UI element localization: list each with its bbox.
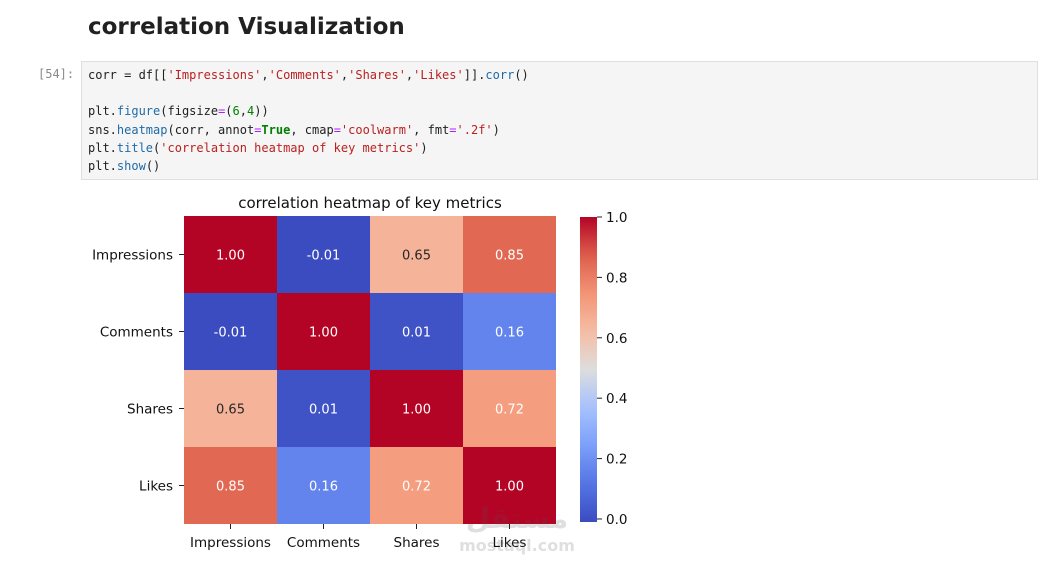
svg-text:مستقل: مستقل xyxy=(466,502,568,535)
heatmap-cell xyxy=(184,370,277,447)
code-editor[interactable]: corr = df[['Impressions','Comments','Sha… xyxy=(88,66,529,175)
svg-text:mostaql.com: mostaql.com xyxy=(459,536,575,555)
heatmap-cell xyxy=(463,370,556,447)
heatmap-cell-label: 1.00 xyxy=(216,249,245,264)
heatmap-cell-label: 0.85 xyxy=(495,249,524,264)
colorbar-tick-label: 0.4 xyxy=(606,391,627,407)
y-tick-label: Shares xyxy=(127,402,173,418)
cell-execution-count: [54]: xyxy=(38,67,75,81)
heatmap-cell xyxy=(277,447,370,524)
code-line xyxy=(88,84,529,102)
y-tick-label: Comments xyxy=(100,325,173,341)
heatmap-cell-label: 0.72 xyxy=(402,480,431,495)
heatmap-cell xyxy=(370,447,463,524)
colorbar xyxy=(580,217,597,522)
code-line: plt.title('correlation heatmap of key me… xyxy=(88,140,428,155)
code-line: corr = df[['Impressions','Comments','Sha… xyxy=(88,68,529,82)
heatmap-cell xyxy=(277,216,370,293)
heatmap-cell-label: 0.65 xyxy=(216,403,245,418)
colorbar-tick-label: 1.0 xyxy=(606,210,627,226)
heatmap-cell xyxy=(184,216,277,293)
heatmap-cell xyxy=(463,216,556,293)
heatmap-cell-label: 0.16 xyxy=(309,480,338,495)
heatmap-cell xyxy=(370,293,463,370)
code-line: plt.show() xyxy=(88,158,161,173)
heatmap-cell-label: 1.00 xyxy=(495,480,524,495)
colorbar-tick-label: 0.8 xyxy=(606,270,627,286)
x-tick-label: Impressions xyxy=(190,535,271,551)
heatmap-cell xyxy=(463,293,556,370)
chart-title: correlation heatmap of key metrics xyxy=(238,194,502,212)
colorbar-tick-label: 0.0 xyxy=(606,512,627,528)
colorbar-tick-label: 0.6 xyxy=(606,331,627,347)
colorbar-tick-label: 0.2 xyxy=(606,452,627,468)
heatmap-cell-label: 0.01 xyxy=(402,326,431,341)
x-tick-label: Comments xyxy=(287,535,360,551)
y-tick-label: Likes xyxy=(139,479,173,495)
heatmap-cell-label: 0.01 xyxy=(309,403,338,418)
heatmap-cell-label: 0.72 xyxy=(495,403,524,418)
code-line: sns.heatmap(corr, annot=True, cmap='cool… xyxy=(88,122,500,137)
heatmap-cell-label: 0.16 xyxy=(495,326,524,341)
x-tick-label: Likes xyxy=(493,535,527,551)
code-cell[interactable] xyxy=(81,61,1038,180)
y-tick-label: Impressions xyxy=(92,248,173,264)
heatmap-cell-label: 0.85 xyxy=(216,480,245,495)
heatmap-cell-label: -0.01 xyxy=(214,326,248,341)
code-line: plt.figure(figsize=(6,4)) xyxy=(88,104,269,119)
section-heading: correlation Visualization xyxy=(88,14,405,40)
heatmap-cell xyxy=(277,293,370,370)
heatmap-cell-label: 1.00 xyxy=(402,403,431,418)
heatmap-cell xyxy=(184,447,277,524)
watermark-logo: مستقل mostaql.com xyxy=(459,502,575,555)
heatmap-cell-label: -0.01 xyxy=(307,249,341,264)
heatmap-cell xyxy=(370,370,463,447)
x-tick-label: Shares xyxy=(394,535,440,551)
heatmap-cell xyxy=(463,447,556,524)
heatmap-cell-label: 1.00 xyxy=(309,326,338,341)
heatmap-cell xyxy=(370,216,463,293)
heatmap-cell xyxy=(277,370,370,447)
heatmap-chart: correlation heatmap of key metrics 1.00 -0… xyxy=(92,194,627,551)
heatmap-cell-label: 0.65 xyxy=(402,249,431,264)
heatmap-cell xyxy=(184,293,277,370)
